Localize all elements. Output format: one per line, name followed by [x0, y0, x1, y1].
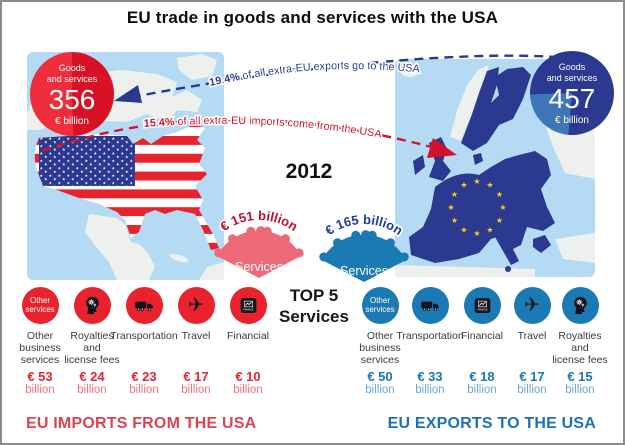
truck-icon — [411, 287, 449, 324]
page-title: EU trade in goods and services with the … — [126, 8, 499, 27]
svg-text:★: ★ — [447, 203, 454, 212]
exports-total-circle: Goods and services 457 € billion — [530, 51, 614, 135]
svg-text:★: ★ — [451, 190, 458, 199]
airplane-icon: ✈ — [177, 287, 215, 324]
top5-line2: Services — [279, 307, 349, 327]
exports-item-other-services: Other services Other business services €… — [352, 287, 408, 396]
exports-banner: EU EXPORTS TO THE USA — [387, 415, 596, 432]
imports-item-travel: ✈ Travel € 17 billion — [168, 287, 224, 396]
svg-text:★: ★ — [473, 177, 480, 186]
other-services-icon: Other services — [21, 287, 59, 324]
other-services-icon: Other services — [361, 287, 399, 324]
svg-text:FINANCE: FINANCE — [477, 309, 487, 312]
exports-item-royalties: Royalties and license fees € 15 billion — [552, 287, 608, 396]
svg-text:★: ★ — [451, 216, 458, 225]
svg-text:★: ★ — [460, 180, 467, 189]
svg-text:★: ★ — [486, 180, 493, 189]
eu-stars: ★ ★★★★★★★★★★★ — [447, 177, 506, 238]
svg-text:★: ★ — [499, 203, 506, 212]
imports-item-other-services: Other services Other business services €… — [12, 287, 68, 396]
imports-item-financial: FINANCE Financial € 10 billion — [220, 287, 276, 396]
royalties-head-gears-icon — [73, 287, 111, 324]
imports-circle-unit: € billion — [55, 115, 89, 127]
imports-total-circle: Goods and services 356 € billion — [30, 52, 114, 136]
exports-services-badge: € 165 billion Services — [319, 210, 409, 282]
exports-item-transportation: Transportation € 33 billion — [396, 287, 464, 396]
exports-circle-unit: € billion — [555, 114, 589, 126]
year-label: 2012 — [285, 160, 333, 183]
svg-text:★: ★ — [460, 225, 467, 234]
imports-services-badge: € 151 billion Services — [214, 206, 304, 278]
imports-item-transportation: Transportation € 23 billion — [110, 287, 178, 396]
imports-circle-label: Goods and services — [46, 63, 98, 84]
exports-circle-label: Goods and services — [546, 62, 598, 83]
exports-item-financial: FINANCE Financial € 18 billion — [454, 287, 510, 396]
top5-line1: TOP 5 — [289, 286, 339, 305]
imports-circle-value: 356 — [48, 84, 96, 116]
finance-chart-icon: FINANCE — [229, 287, 267, 324]
svg-text:★: ★ — [473, 229, 480, 238]
exports-item-travel: ✈ Travel € 17 billion — [504, 287, 560, 396]
fan-shape — [214, 226, 304, 278]
top5-heading: TOP 5 Services — [271, 285, 357, 328]
airplane-icon: ✈ — [513, 287, 551, 324]
finance-chart-icon: FINANCE — [463, 287, 501, 324]
svg-text:★: ★ — [496, 216, 503, 225]
exports-share-caption: 19.4% of all extra-EU exports go to the … — [208, 60, 421, 89]
exports-circle-value: 457 — [548, 83, 596, 115]
svg-text:FINANCE: FINANCE — [243, 309, 253, 312]
exports-services-label: Services — [340, 264, 388, 278]
svg-text:★: ★ — [486, 225, 493, 234]
fan-shape — [319, 230, 409, 282]
royalties-head-gears-icon — [561, 287, 599, 324]
imports-banner: EU IMPORTS FROM THE USA — [26, 415, 257, 432]
imports-item-royalties: Royalties and license fees € 24 billion — [64, 287, 120, 396]
imports-services-label: Services — [235, 260, 283, 274]
svg-text:★: ★ — [496, 190, 503, 199]
truck-icon — [125, 287, 163, 324]
